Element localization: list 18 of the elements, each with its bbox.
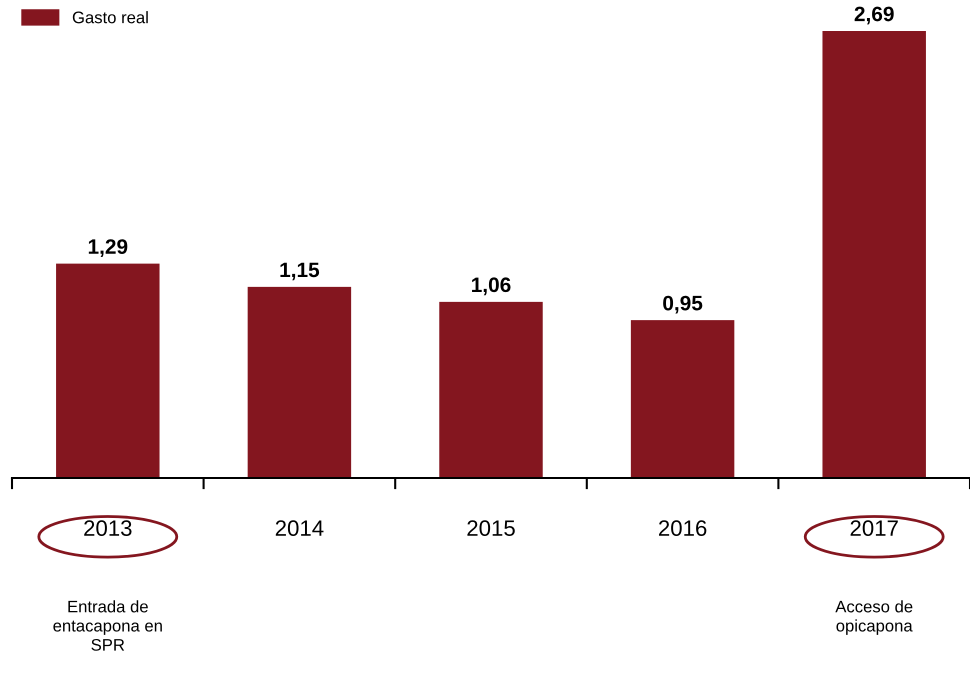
text: Entrada de entacapona en SPR xyxy=(53,600,162,651)
data-label: 2,69 xyxy=(854,6,894,24)
data-label: 1,06 xyxy=(472,277,511,296)
data-label: 1,29 xyxy=(88,239,128,257)
bar xyxy=(630,320,734,478)
data-label: 1,15 xyxy=(280,262,320,280)
x-tick-label: 2013 xyxy=(84,520,132,536)
legend-label: Gasto real xyxy=(72,11,148,24)
bar xyxy=(439,302,543,478)
x-tick-label: 2014 xyxy=(276,520,324,536)
data-label: 0,95 xyxy=(663,296,702,314)
x-tick-label: 2015 xyxy=(467,520,515,536)
x-tick-label: 2016 xyxy=(659,520,706,536)
bar xyxy=(248,286,352,478)
bar xyxy=(822,31,926,478)
bar xyxy=(56,264,160,478)
x-tick-label: 2017 xyxy=(850,520,898,536)
text: Acceso de opicapona xyxy=(835,600,913,635)
